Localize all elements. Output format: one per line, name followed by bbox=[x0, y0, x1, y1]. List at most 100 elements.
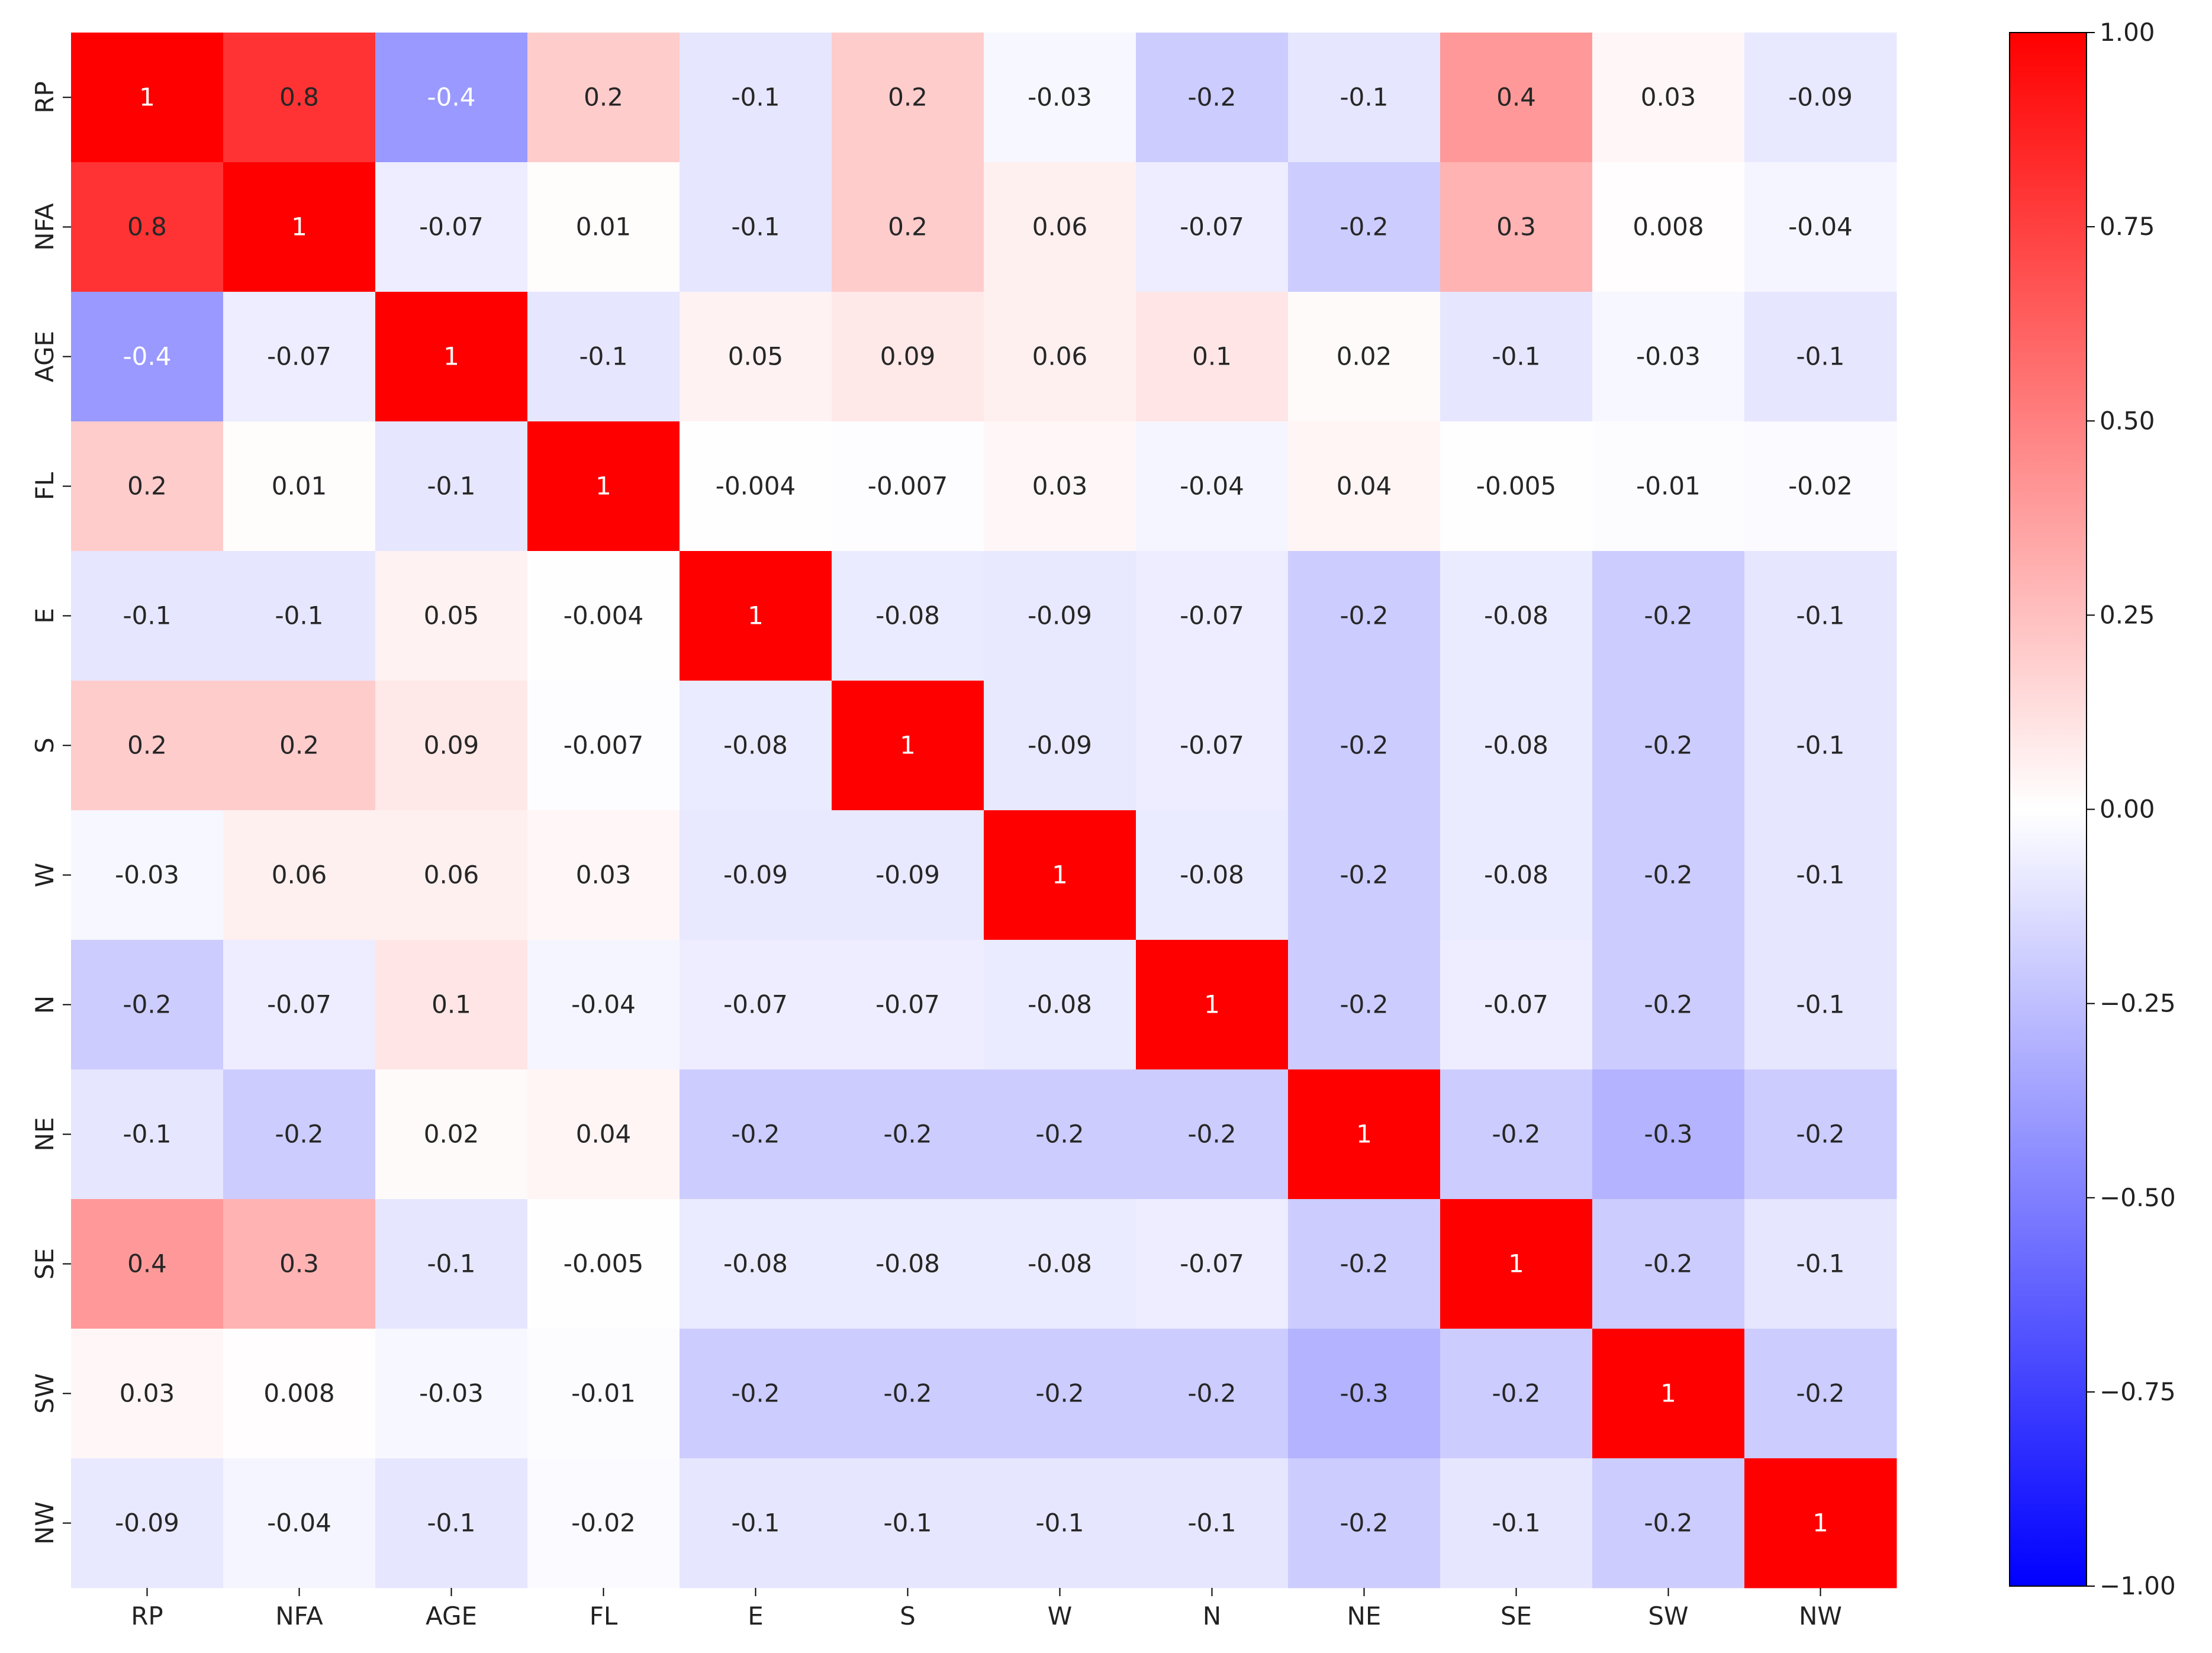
cell-value-label: -0.2 bbox=[1188, 1120, 1237, 1149]
cell-value-label: -0.1 bbox=[1036, 1509, 1084, 1538]
x-tick-label: SE bbox=[1501, 1602, 1532, 1631]
cell-value-label: -0.08 bbox=[1028, 1249, 1092, 1278]
x-axis-ticks: RP NFA AGE FL E S W N NE SE SW NW bbox=[131, 1588, 1842, 1631]
cell-value-label: 1 bbox=[595, 472, 611, 501]
cell-value-label: -0.1 bbox=[732, 83, 780, 112]
cell-value-label: -0.08 bbox=[1180, 861, 1244, 890]
heatmap-cell-nfa-s bbox=[832, 162, 984, 292]
heatmap-cell-se-se bbox=[1440, 1199, 1593, 1329]
cell-value-label: -0.2 bbox=[732, 1120, 780, 1149]
heatmap-cell-rp-fl bbox=[527, 33, 680, 163]
cell-value-label: 1 bbox=[1052, 861, 1068, 890]
cell-value-label: -0.005 bbox=[564, 1249, 643, 1278]
heatmap-cell-n-se bbox=[1440, 940, 1593, 1070]
heatmap-cell-sw-nw bbox=[1744, 1329, 1897, 1459]
y-tick-label: NE bbox=[30, 1117, 59, 1152]
heatmap-cell-e-se bbox=[1440, 551, 1593, 681]
heatmap-cell-fl-nfa bbox=[223, 421, 376, 552]
heatmap-cell-e-age bbox=[375, 551, 528, 681]
cell-value-label: -0.04 bbox=[1180, 472, 1244, 501]
cell-value-label: 0.05 bbox=[424, 601, 479, 630]
heatmap-cell-rp-rp bbox=[71, 33, 224, 163]
heatmap-cell-n-n bbox=[1136, 940, 1289, 1070]
heatmap-cell-nfa-sw bbox=[1592, 162, 1745, 292]
colorbar-tick-label: 1.00 bbox=[2100, 18, 2155, 47]
y-tick-label: N bbox=[30, 995, 59, 1014]
cell-value-label: -0.3 bbox=[1340, 1379, 1389, 1408]
cell-value-label: -0.2 bbox=[1796, 1379, 1845, 1408]
x-tick-label: NE bbox=[1347, 1602, 1382, 1631]
heatmap-cell-fl-n bbox=[1136, 421, 1289, 552]
cell-value-label: 0.8 bbox=[279, 83, 319, 112]
heatmap-cell-nfa-nw bbox=[1744, 162, 1897, 292]
heatmap-cell-n-s bbox=[832, 940, 984, 1070]
cell-value-label: 1 bbox=[1660, 1379, 1676, 1408]
cell-value-label: -0.004 bbox=[716, 472, 796, 501]
heatmap-cell-s-age bbox=[375, 681, 528, 811]
cell-value-label: -0.2 bbox=[884, 1379, 932, 1408]
cell-value-label: -0.2 bbox=[732, 1379, 780, 1408]
cell-value-label: 0.06 bbox=[424, 861, 479, 890]
cell-value-label: -0.4 bbox=[427, 83, 476, 112]
cell-value-label: 0.1 bbox=[432, 990, 471, 1019]
cell-value-label: 0.4 bbox=[127, 1249, 167, 1278]
heatmap-cell-s-se bbox=[1440, 681, 1593, 811]
cell-value-label: 0.03 bbox=[120, 1379, 175, 1408]
cell-value-label: -0.2 bbox=[1340, 861, 1389, 890]
cell-value-label: -0.07 bbox=[1180, 601, 1244, 630]
cell-value-label: 0.06 bbox=[1032, 342, 1088, 371]
heatmap-cell-nw-fl bbox=[527, 1458, 680, 1588]
y-tick-label: RP bbox=[30, 81, 59, 114]
heatmap-cell-fl-sw bbox=[1592, 421, 1745, 552]
cell-value-label: -0.04 bbox=[1788, 212, 1853, 241]
heatmap-cell-nfa-rp bbox=[71, 162, 224, 292]
cell-value-label: -0.2 bbox=[1644, 861, 1693, 890]
x-tick-label: NW bbox=[1799, 1602, 1842, 1631]
cell-value-label: 0.2 bbox=[127, 472, 167, 501]
x-tick-label: W bbox=[1048, 1602, 1073, 1631]
cell-value-label: -0.1 bbox=[1796, 990, 1845, 1019]
cell-value-label: -0.07 bbox=[875, 990, 940, 1019]
x-tick-label: N bbox=[1203, 1602, 1221, 1631]
cell-value-label: 0.09 bbox=[424, 731, 479, 760]
cell-value-label: -0.2 bbox=[1340, 212, 1389, 241]
cell-value-label: 0.008 bbox=[263, 1379, 334, 1408]
heatmap-cell-w-w bbox=[984, 810, 1136, 940]
heatmap-cell-e-nfa bbox=[223, 551, 376, 681]
cell-value-label: -0.005 bbox=[1476, 472, 1556, 501]
cell-value-label: -0.007 bbox=[868, 472, 948, 501]
cell-value-label: -0.04 bbox=[571, 990, 636, 1019]
cell-value-label: -0.2 bbox=[1188, 83, 1237, 112]
x-tick-label: FL bbox=[590, 1602, 618, 1631]
heatmap-cell-s-w bbox=[984, 681, 1136, 811]
heatmap-cell-age-nfa bbox=[223, 292, 376, 422]
colorbar-tick-label: −1.00 bbox=[2100, 1571, 2176, 1600]
y-tick-label: NW bbox=[30, 1501, 59, 1545]
heatmap-cell-nfa-n bbox=[1136, 162, 1289, 292]
cell-value-label: -0.03 bbox=[115, 861, 179, 890]
heatmap-cell-se-sw bbox=[1592, 1199, 1745, 1329]
heatmap-cell-e-sw bbox=[1592, 551, 1745, 681]
heatmap-cell-age-n bbox=[1136, 292, 1289, 422]
heatmap-cell-age-ne bbox=[1288, 292, 1441, 422]
cell-value-label: -0.1 bbox=[1796, 731, 1845, 760]
x-tick-label: AGE bbox=[426, 1602, 477, 1631]
heatmap-cell-sw-nfa bbox=[223, 1329, 376, 1459]
heatmap-cell-rp-e bbox=[680, 33, 832, 163]
heatmap-cell-nw-nw bbox=[1744, 1458, 1897, 1588]
y-tick-label: S bbox=[30, 737, 59, 753]
cell-value-label: 0.01 bbox=[576, 212, 632, 241]
cell-value-label: -0.09 bbox=[1028, 731, 1092, 760]
heatmap-cell-n-fl bbox=[527, 940, 680, 1070]
cell-value-label: 0.2 bbox=[888, 83, 928, 112]
heatmap-cell-e-fl bbox=[527, 551, 680, 681]
heatmap-cell-nw-sw bbox=[1592, 1458, 1745, 1588]
heatmap-cell-nfa-w bbox=[984, 162, 1136, 292]
cell-value-label: 0.09 bbox=[880, 342, 936, 371]
heatmap-cell-n-nfa bbox=[223, 940, 376, 1070]
cell-value-label: 0.03 bbox=[1641, 83, 1696, 112]
cell-value-label: -0.1 bbox=[1796, 861, 1845, 890]
cell-value-label: 0.06 bbox=[1032, 212, 1088, 241]
heatmap-cell-nfa-nfa bbox=[223, 162, 376, 292]
heatmap-cell-w-ne bbox=[1288, 810, 1441, 940]
